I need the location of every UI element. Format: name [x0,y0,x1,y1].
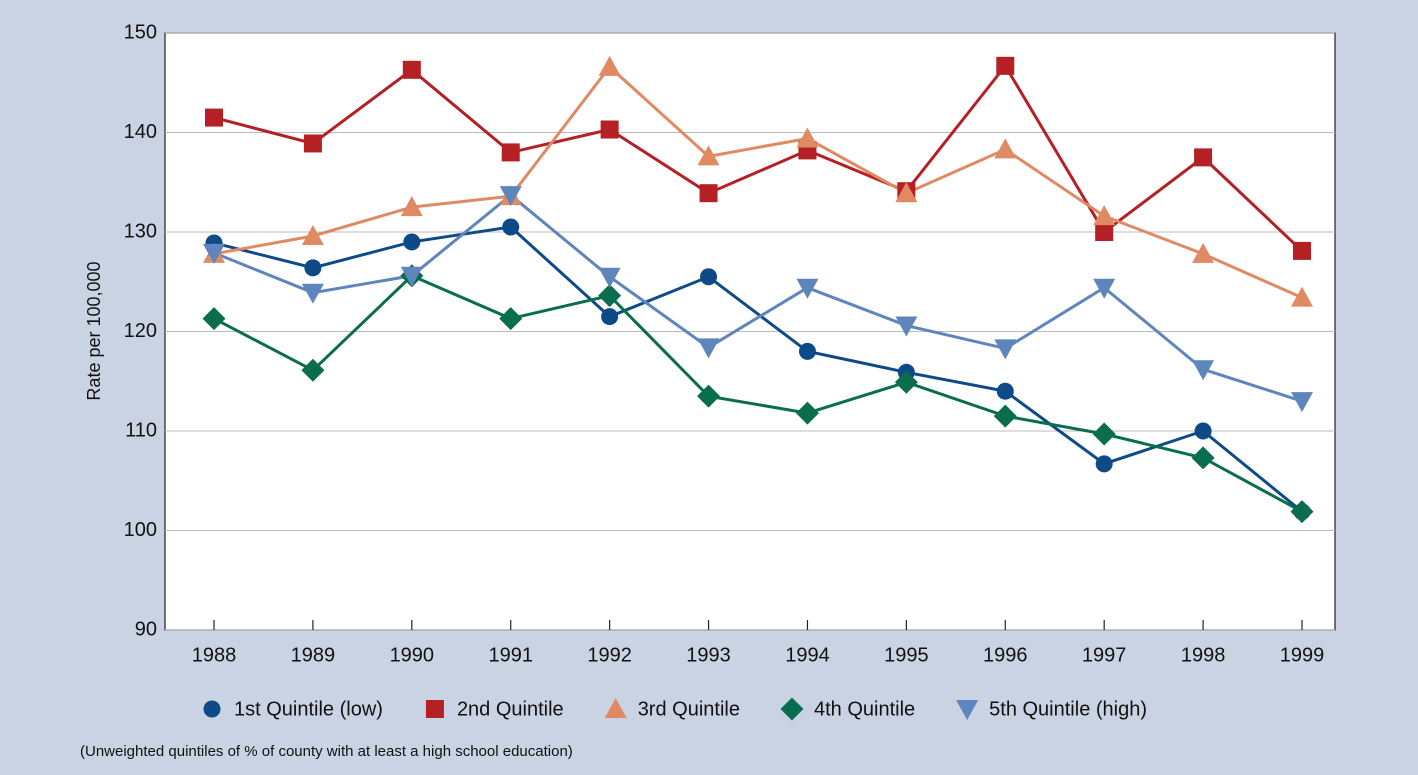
data-point [1194,422,1212,440]
x-tick-label: 1992 [587,644,632,666]
data-point [795,401,819,425]
legend-swatch [780,697,804,721]
data-point [203,243,225,264]
legend-label: 2nd Quintile [457,698,564,720]
data-point [499,307,523,331]
legend-swatch [956,700,979,720]
legend-swatch [203,700,221,718]
data-point [301,283,324,304]
data-point [699,184,718,203]
data-point [895,182,918,203]
data-point [598,267,621,288]
data-point [700,268,718,286]
data-point [1093,278,1116,299]
data-point [895,316,918,337]
x-tick-label: 1996 [983,644,1028,666]
data-point [1192,360,1215,381]
legend-label: 3rd Quintile [638,698,740,720]
series-line [213,64,1303,300]
data-point [205,108,223,127]
x-tick-label: 1991 [488,644,533,666]
y-tick-label: 130 [124,220,157,242]
legend-swatch [425,700,444,718]
data-point [798,342,816,360]
data-point [403,233,421,251]
y-tick-label: 140 [124,121,157,143]
x-tick-label: 1990 [390,644,435,666]
x-tick-label: 1994 [785,644,830,666]
x-tick-label: 1988 [192,644,237,666]
data-point [1291,392,1313,413]
y-tick-label: 110 [125,419,157,441]
data-point [598,55,621,76]
legend-label: 1st Quintile (low) [234,698,383,720]
legend-swatch [604,698,627,718]
y-tick-label: 120 [124,320,157,342]
data-point [1095,455,1113,473]
legend-label: 4th Quintile [814,698,915,720]
x-tick-label: 1998 [1181,644,1226,666]
x-tick-label: 1989 [291,644,336,666]
data-point [1192,242,1215,263]
data-point [796,278,819,299]
series-line [213,193,1303,403]
data-point [303,134,322,153]
data-point [1194,148,1213,167]
data-point [402,60,421,79]
data-point [301,224,324,245]
data-point [697,338,720,359]
data-point [598,284,622,308]
data-point [501,143,520,162]
data-point [1291,286,1313,307]
series-line [213,274,1303,513]
data-point [697,145,720,166]
series-line [213,63,1304,252]
footnote: (Unweighted quintiles of % of county wit… [80,743,573,760]
data-point [1092,422,1116,446]
data-point [1093,205,1116,226]
x-tick-label: 1995 [884,644,929,666]
data-point [996,56,1015,75]
y-tick-label: 100 [124,519,157,541]
data-point [1290,500,1314,524]
data-point [601,308,619,326]
data-point [1293,241,1311,260]
data-point [894,370,918,394]
data-point [301,358,325,382]
x-tick-label: 1997 [1082,644,1127,666]
data-point [994,339,1017,360]
data-point [502,218,520,236]
data-point [304,259,322,277]
data-point [697,384,721,408]
y-tick-label: 90 [135,618,157,640]
data-point [993,404,1017,428]
data-point [994,138,1017,159]
y-tick-label: 150 [124,21,157,43]
legend-label: 5th Quintile (high) [989,698,1147,720]
data-point [400,196,423,217]
x-tick-label: 1999 [1280,644,1325,666]
series-line [213,225,1303,513]
data-point [499,186,522,207]
x-tick-label: 1993 [686,644,731,666]
data-point [996,382,1014,400]
data-point [796,127,819,148]
data-point [400,266,423,287]
data-point [1191,446,1215,470]
y-axis-label: Rate per 100,000 [84,261,104,400]
data-point [1095,223,1114,241]
data-point [202,307,226,331]
data-point [600,120,619,139]
